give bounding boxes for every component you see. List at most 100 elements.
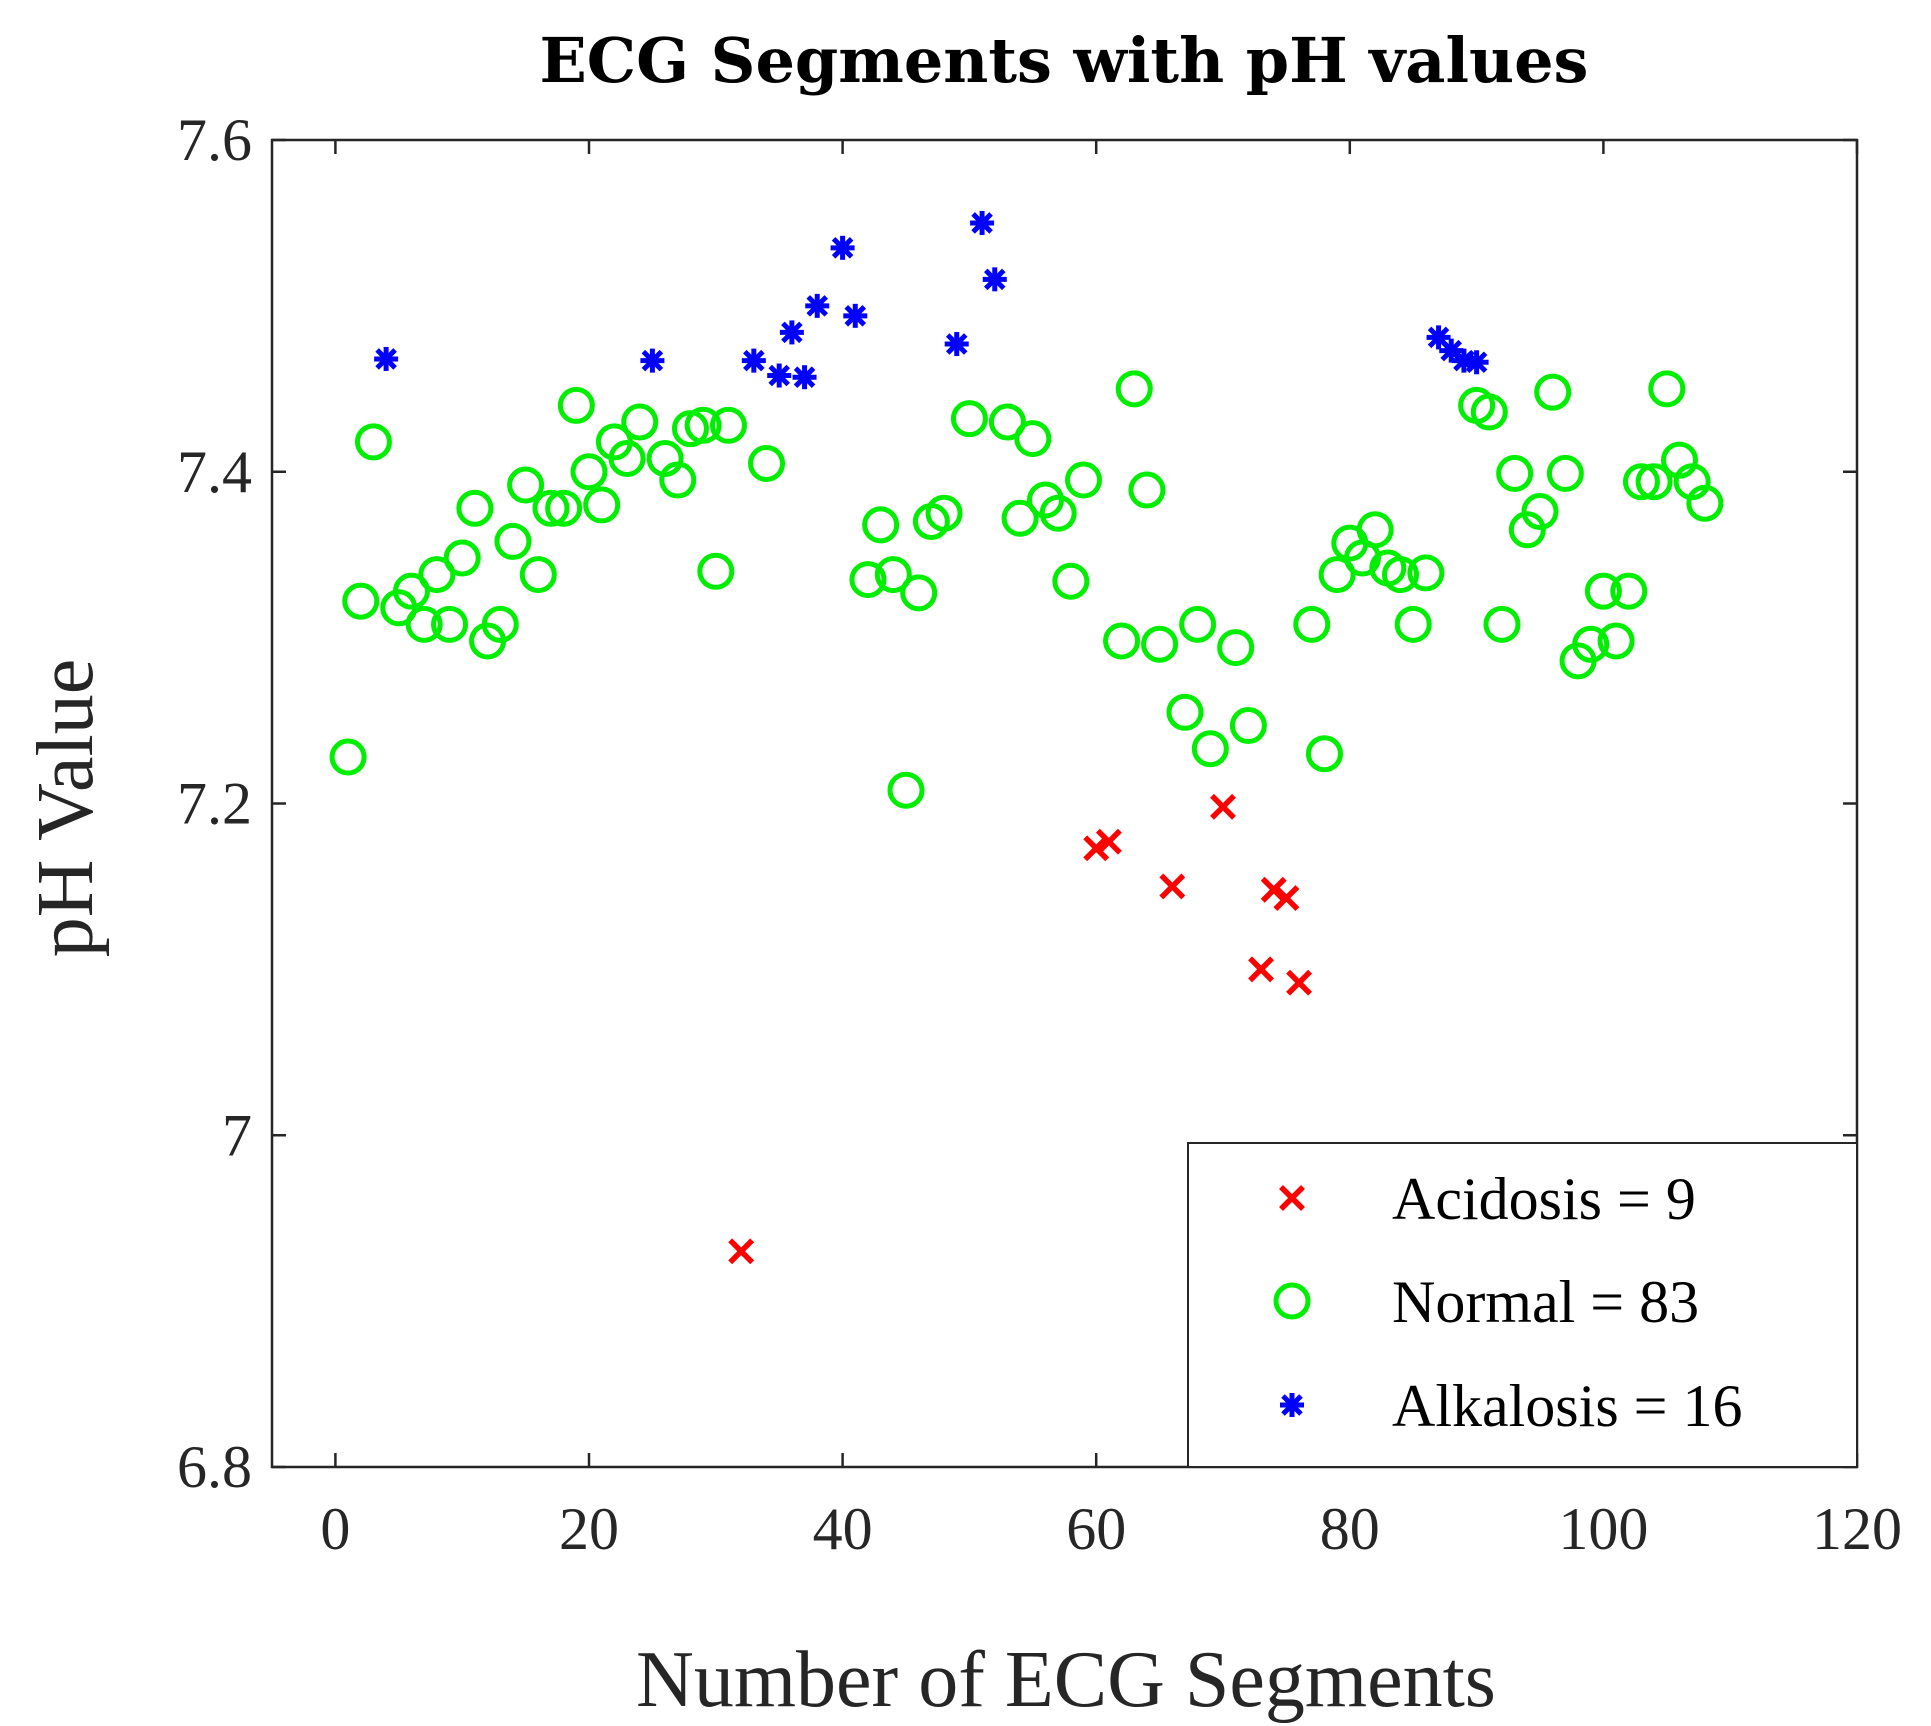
alkalosis-point <box>970 210 995 235</box>
acidosis-point <box>1210 793 1236 820</box>
acidosis-point <box>1159 873 1186 900</box>
alkalosis-point <box>374 346 399 371</box>
normal-point <box>659 461 697 499</box>
normal-point <box>1039 494 1077 532</box>
normal-point <box>621 403 659 441</box>
legend-entry: Alkalosis = 16 <box>1280 1373 1743 1439</box>
normal-point <box>1001 499 1039 537</box>
normal-point <box>532 489 570 527</box>
normal-point <box>1622 463 1660 501</box>
normal-point <box>684 406 722 444</box>
normal-point <box>1496 454 1534 492</box>
acidosis-point <box>1273 885 1300 911</box>
legend-label: Alkalosis = 16 <box>1392 1373 1743 1439</box>
normal-point <box>862 506 900 544</box>
x-tick-label: 120 <box>1812 1496 1902 1562</box>
normal-point <box>1014 420 1052 458</box>
normal-point <box>1483 605 1521 643</box>
normal-point <box>1356 511 1394 549</box>
normal-point <box>1534 373 1572 411</box>
legend-entry: Normal = 83 <box>1273 1269 1699 1335</box>
normal-point <box>950 400 988 438</box>
normal-point <box>1166 693 1204 731</box>
normal-point <box>1052 562 1090 600</box>
normal-point <box>1179 605 1217 643</box>
alkalosis-point <box>982 267 1007 292</box>
normal-point <box>1584 572 1622 610</box>
normal-point <box>545 489 583 527</box>
alkalosis-point <box>1439 338 1464 363</box>
alkalosis-point <box>805 293 830 318</box>
normal-point <box>1546 454 1584 492</box>
alkalosis-point <box>1464 350 1489 375</box>
normal-point <box>494 522 532 560</box>
normal-point <box>900 574 938 612</box>
normal-point <box>583 486 621 524</box>
normal-point <box>1648 370 1686 408</box>
normal-point <box>1128 471 1166 509</box>
normal-point <box>456 489 494 527</box>
normal-point <box>1305 735 1343 773</box>
y-tick-label: 7.6 <box>177 107 252 173</box>
data-markers <box>329 210 1724 1265</box>
normal-point <box>1407 554 1445 592</box>
legend-label: Acidosis = 9 <box>1392 1166 1696 1232</box>
x-tick-label: 40 <box>813 1496 873 1562</box>
legend-box <box>1187 1142 1858 1468</box>
normal-point <box>1141 625 1179 663</box>
normal-point <box>405 605 443 643</box>
normal-point <box>697 552 735 590</box>
ticks: 0 20 40 60 80 100 120 6.8 7 7.2 7.4 7.6 <box>177 107 1902 1562</box>
normal-point <box>570 453 608 491</box>
x-tick-label: 80 <box>1320 1496 1380 1562</box>
normal-point <box>925 494 963 532</box>
normal-point <box>443 539 481 577</box>
y-tick-label: 7 <box>222 1102 252 1168</box>
normal-point <box>1191 730 1229 768</box>
normal-point <box>481 605 519 643</box>
normal-point <box>1635 463 1673 501</box>
acidosis-point <box>1083 835 1110 862</box>
alkalosis-point <box>779 320 804 345</box>
normal-point <box>557 386 595 424</box>
normal-point <box>1470 393 1508 431</box>
normal-point <box>1115 370 1153 408</box>
normal-point <box>709 406 747 444</box>
x-tick-label: 100 <box>1558 1496 1648 1562</box>
legend-entry: Acidosis = 9 <box>1279 1166 1696 1232</box>
normal-point <box>1597 622 1635 660</box>
acidosis-point <box>1286 969 1313 996</box>
normal-point <box>1318 556 1356 594</box>
normal-point <box>874 556 912 594</box>
normal-point <box>354 423 392 461</box>
x-tick-label: 20 <box>559 1496 619 1562</box>
alkalosis-point <box>944 332 969 357</box>
legend: Acidosis = 9 Normal = 83 Alkalosis = 16 <box>1187 1142 1858 1468</box>
acidosis-point <box>728 1238 755 1265</box>
normal-point <box>1508 511 1546 549</box>
y-tick-label: 6.8 <box>177 1434 252 1500</box>
alkalosis-point <box>741 348 766 373</box>
x-tick-label: 0 <box>320 1496 350 1562</box>
normal-point <box>608 439 646 477</box>
normal-point <box>1293 605 1331 643</box>
alkalosis-point <box>792 365 817 390</box>
alkalosis-point <box>830 235 855 260</box>
normal-point <box>887 771 925 809</box>
normal-point <box>1217 629 1255 667</box>
x-axis-label: Number of ECG Segments <box>636 1636 1496 1724</box>
normal-point <box>519 556 557 594</box>
normal-point <box>1572 625 1610 663</box>
normal-point <box>392 572 430 610</box>
normal-point <box>1065 461 1103 499</box>
normal-point <box>1382 556 1420 594</box>
acidosis-point <box>1260 876 1287 903</box>
normal-point <box>849 561 887 599</box>
normal-point <box>1686 484 1724 522</box>
y-tick-label: 7.4 <box>177 439 252 505</box>
chart-title: ECG Segments with pH values <box>540 24 1589 97</box>
acidosis-point <box>1095 828 1122 855</box>
normal-point <box>1103 622 1141 660</box>
legend-marker <box>1273 1282 1311 1320</box>
